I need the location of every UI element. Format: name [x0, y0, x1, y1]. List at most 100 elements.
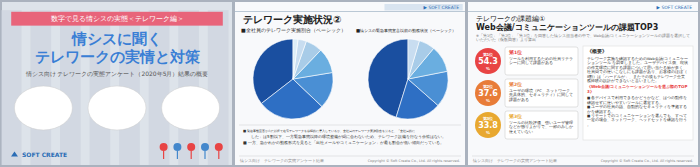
subtitle: 情シス向け テレワークの実態アンケート（2020年5月）結果の概要 [25, 70, 209, 78]
slide-background [468, 2, 698, 165]
text-line: ユーザの環境（PC、ネットワーク、 [509, 88, 574, 93]
summary-title: 《概要》 [587, 48, 607, 54]
footer-rule [472, 156, 694, 157]
note-text: ■ 一方、急かれかの勤務形式を見ると「出社メールやコミュニケーション」が最も割合… [243, 140, 444, 145]
text-line: 8割）は「ハードルが」、またその後もテレワーク全業 [587, 74, 685, 79]
text-line: ※「第1位」「第2位」「第3位」を回答した情シス担当者の中で、Web会議/コミュ… [476, 33, 690, 38]
logo-text: ▶ SOFT CREATE [424, 5, 460, 10]
text-line: 確認せずに使いやすいツールに選定する。 [586, 100, 663, 105]
text-line: 使えていない [509, 129, 533, 134]
text-line: ■ リモートでのコミュニケーションを選んでも、すべて [587, 113, 687, 118]
text-line: ■ 各デバイスで利用できるかどうかなど、はつの動作を [587, 95, 687, 100]
text-line: いただいた（複数回答）より算出 [476, 37, 536, 42]
decor-figure [201, 143, 209, 151]
slide: 数字で見る情シスの実態＜テレワーク編＞ 情シスに聞くテレワークの実情と対策情シス向… [1, 2, 232, 165]
slide-title: Web会議/コミュニケーションツールの課題TOP3 [476, 23, 658, 32]
title: 情シスに聞く [71, 30, 162, 48]
rank-box [505, 111, 578, 139]
rank-badge [475, 48, 501, 74]
pie-slice [293, 39, 306, 79]
unit: % [486, 130, 490, 135]
decor-figure [187, 143, 195, 151]
decor-column [208, 10, 229, 165]
logo-text: ▶ SOFT CREATE [657, 5, 693, 10]
text-line: シーに関して課題がある [509, 60, 553, 65]
text-line: 。 [587, 123, 591, 127]
rank-box [505, 79, 578, 107]
slide-background [2, 2, 232, 165]
decor-column [1, 10, 22, 165]
note-text: した」は5割以下、一方緊急事態以降の環境整備が間に合わないため、テレワーク設備を… [243, 134, 446, 139]
background [0, 0, 700, 167]
title: テレワークの実情と対策 [35, 48, 201, 66]
note: ※「第1位」「第2位」「第3位」を回答した情シス担当者の中で、Web会議/コミュ… [476, 33, 690, 42]
logo-text: SOFT CREATE [22, 151, 67, 158]
logo-band [385, 4, 463, 11]
illustration-oval [162, 86, 220, 130]
text-line: 《Web会議/コミュニケーションツールを選ぶ際のTOP [587, 84, 687, 89]
footer-text: 情シス向け テレワークの実態アンケート結果 [239, 158, 324, 163]
data-label: 33.8 [478, 121, 498, 130]
unit: % [486, 66, 490, 71]
pie [253, 39, 333, 119]
text-line: 3》 [587, 89, 594, 94]
text-line: テレワーク実施を確認するためのWeb会議/コミュニケー [587, 56, 688, 61]
rank-badge [475, 112, 501, 138]
note-text: ■ 緊急事態宣言が出た以降で在宅テレワークを積極的に導入しているが、全社員のテレ… [243, 129, 415, 133]
rank-badge [475, 80, 501, 106]
slide: ▶ SOFT CREATE テレワーク実施状況② ■ 緊急事態宣言が出た以降で在宅テ… [235, 2, 465, 165]
pie-slice [408, 39, 419, 79]
banner-text: 数字で見る情シスの実態＜テレワーク編＞ [51, 15, 184, 23]
decor-figure [177, 151, 178, 159]
data-label: 37.6 [478, 89, 498, 98]
pie-title: ■全社員のテレワーク実施割合（ベーシック） [241, 27, 346, 33]
footer-rule [239, 156, 461, 157]
rank-text: ツールを利用するための社員リテラシーに関して課題がある [509, 56, 573, 66]
rank-text: ユーザの環境（PC、ネットワーク、先具体的、セキュリティ）に関して課題がある [509, 88, 574, 102]
summary-subtitle: 《Web会議/コミュニケーションツールを選ぶ際のTOP3》 [587, 84, 687, 94]
decor-figure [204, 151, 205, 159]
slide-heading: テレワークの課題編① [476, 15, 545, 23]
top-rule [468, 11, 698, 12]
rank-text: ツールの比較評価、強いユーザ管理などが独りよがりで、一部のみしか使えていない [509, 120, 573, 134]
decor-figure [173, 143, 181, 151]
copyright: Copyright © Soft Create Co., Ltd. All ri… [601, 159, 693, 163]
slide-background [235, 2, 465, 165]
text-line: の作業環境に関する課題について思い当たる節が多く、 [587, 65, 687, 70]
slide-title: テレワーク実施状況② [243, 14, 341, 25]
footer-text: 情シス向け テレワークの実態アンケート結果 [472, 158, 557, 163]
note-rule [239, 125, 461, 126]
illustration-oval [14, 86, 72, 130]
logo-mark [11, 152, 18, 157]
decor-figure [191, 151, 192, 159]
summary-body: テレワーク実施を確認するためのWeb会議/コミュニケーションツール を調査しまし… [587, 56, 688, 83]
data-label: 54.3 [478, 57, 498, 66]
text-line: ションツール を調査しました。ユーザデバイス側、現状 [587, 60, 688, 65]
decor-figure [218, 151, 219, 159]
top-rule [235, 11, 465, 12]
text-line: 一定の場合、ネットワーク、ヘッドセットを確認を行う [587, 117, 687, 122]
copyright: Copyright © Soft Create Co., Ltd. All ri… [368, 159, 460, 163]
summary-list: ■ 各デバイスで利用できるかどうかなど、はつの動作を確認せずに使いやすいツールに… [586, 95, 687, 126]
text-line: などが独りよがりで、一部のみしか [509, 124, 573, 129]
pie [368, 39, 448, 119]
rank-label: 第2位 [508, 81, 522, 87]
decor-figure [163, 151, 164, 159]
rank-label: 第1位 [508, 49, 522, 55]
banner [11, 12, 223, 26]
text-line: ツールを利用するための社員リテラ [509, 56, 573, 61]
summary-box [583, 46, 693, 140]
slide: ▶ SOFT CREATE テレワークの課題編①Web会議/コミュニケーションツー… [468, 2, 698, 165]
pie-slice [293, 39, 298, 79]
rank-box [505, 47, 578, 75]
page: 数字で見る情シスの実態＜テレワーク編＞ 情シスに聞くテレワークの実情と対策情シス向… [0, 0, 700, 167]
text-line: 社員間での使いこなしにも課題があり、お客様のほぼ（ [587, 69, 687, 74]
unit: % [486, 98, 490, 103]
decor-figure [160, 143, 168, 151]
text-line: 務経験の設計ができないと言いました。 [587, 78, 659, 83]
rank-label: 第3位 [508, 113, 522, 119]
text-line: かを確認する。 [587, 109, 615, 114]
text-line: ■ ユーザの社員の話、自動的なセキュリティを準拠する [587, 104, 687, 109]
illustration-oval [88, 86, 146, 130]
text-line: 課題がある [509, 97, 529, 102]
